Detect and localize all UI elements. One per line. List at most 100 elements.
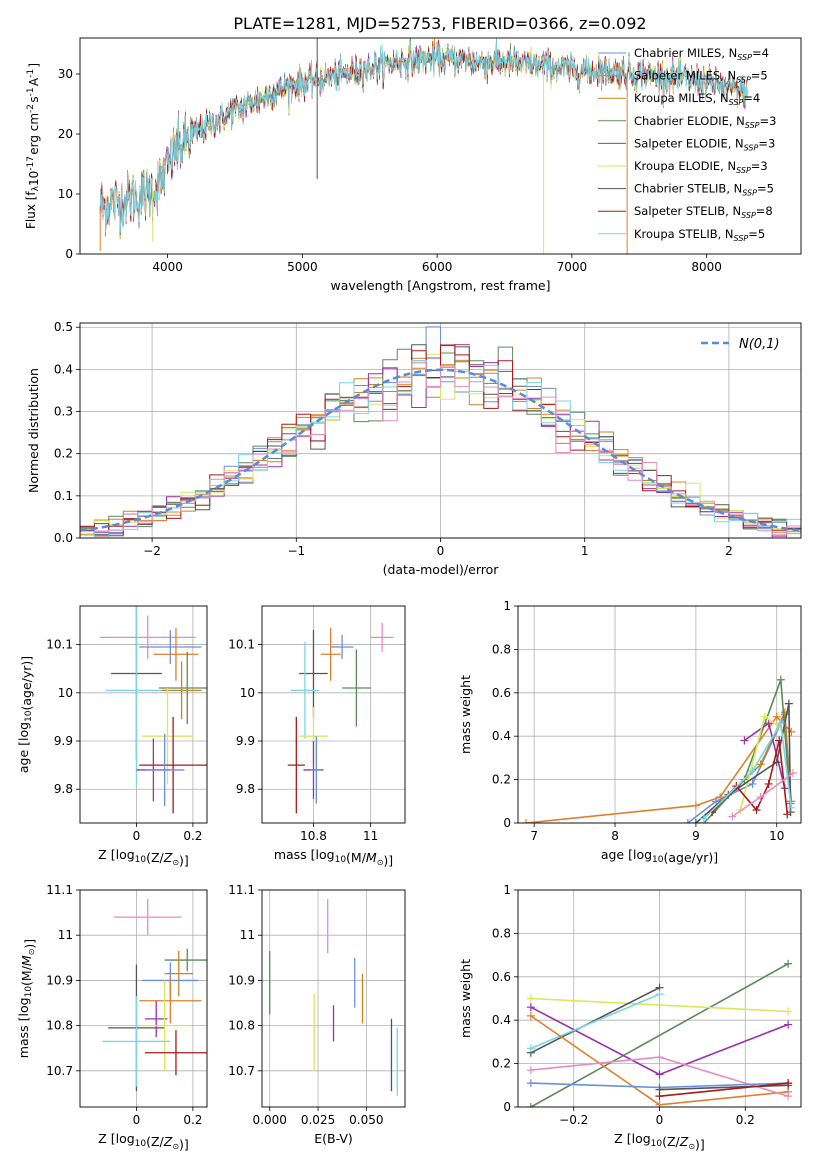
axes-frame (79, 37, 802, 255)
y-tick-label: 0.2 (54, 447, 73, 461)
weight-line (530, 997, 789, 1013)
x-tick-label: −0.2 (559, 1113, 588, 1127)
weight-marker (683, 819, 692, 823)
weight-marker (764, 779, 773, 788)
weight-marker (740, 736, 749, 745)
weight-line (659, 1082, 789, 1097)
y-tick-label: 1 (503, 599, 511, 613)
weight-marker (784, 959, 793, 968)
y-tick-label: 0 (65, 247, 73, 261)
x-tick-label: 0.2 (183, 829, 202, 843)
x-tick-label: 0.2 (183, 1113, 202, 1127)
weight-marker (784, 699, 793, 708)
weight-marker (784, 1020, 793, 1029)
weight-marker (784, 1092, 793, 1101)
x-axis-label: age [log10(age/yr)] (601, 847, 718, 865)
y-tick-label: 0 (503, 816, 511, 830)
weight-marker (526, 1103, 535, 1107)
y-tick-label: 20 (58, 127, 73, 141)
weight-marker (522, 819, 531, 823)
plot-area-mass_vs_ebv (269, 899, 398, 1096)
weight-marker (787, 803, 796, 812)
weight-marker (526, 1079, 535, 1088)
weight-marker (776, 719, 785, 728)
plot-age_vs_mass: 10.8 11 9.8 9.9 10 10.1 mass [log10(M/M⊙)] (228, 605, 406, 868)
x-tick-label: 0.025 (301, 1113, 335, 1127)
x-tick-label: 9 (692, 829, 700, 843)
legend-label: Salpeter MILES, NSSP=5 (634, 69, 768, 85)
axes-frame (517, 889, 802, 1108)
weight-marker (526, 1066, 535, 1075)
weight-marker (775, 736, 784, 745)
figure-title: PLATE=1281, MJD=52753, FIBERID=0366, z=0… (233, 14, 646, 33)
y-tick-label: 0.8 (492, 642, 511, 656)
x-tick-label: 11 (363, 829, 378, 843)
x-axis-label: E(B-V) (314, 1131, 353, 1146)
axes-frame (79, 322, 802, 539)
legend-label: Salpeter STELIB, NSSP=8 (634, 204, 773, 220)
x-tick-label: 10 (769, 829, 784, 843)
x-tick-label: 0.050 (349, 1113, 383, 1127)
weight-marker (788, 769, 797, 778)
x-tick-label: 0 (437, 544, 445, 558)
axes-frame (261, 889, 406, 1108)
weight-line (530, 986, 660, 1054)
x-tick-label: 2 (725, 544, 733, 558)
plot-mass_vs_ebv: 0.000 0.025 0.050 10.7 10.8 10.9 11 11.1 E(B-V) (228, 883, 406, 1146)
y-tick-label: 0.1 (54, 489, 73, 503)
y-tick-label: 0.0 (54, 531, 73, 545)
y-tick-label: 10.9 (228, 973, 255, 987)
y-tick-label: 10.1 (228, 638, 255, 652)
weight-marker (708, 808, 717, 817)
y-tick-label: 10.8 (228, 1019, 255, 1033)
x-tick-label: 0.000 (253, 1113, 287, 1127)
x-tick-label: 0 (656, 1113, 664, 1127)
y-tick-label: 9.9 (54, 734, 73, 748)
y-tick-label: 1 (503, 883, 511, 897)
y-tick-label: 11 (58, 928, 73, 942)
x-tick-label: 4000 (152, 260, 183, 274)
y-axis-label: Flux [fλ10-17 erg cm-2 s-1 A-1 ] (24, 63, 41, 229)
plot-area-age_vs_mass (287, 622, 394, 814)
y-axis-label: Normed distribution (26, 368, 41, 493)
axes-frame (517, 605, 802, 824)
weight-marker (748, 779, 757, 788)
weight-marker (783, 810, 792, 819)
y-tick-label: 0.4 (492, 1013, 511, 1027)
y-tick-label: 0.2 (492, 1057, 511, 1071)
y-tick-label: 0.4 (54, 362, 73, 376)
plot-area-mass_vs_Z (102, 899, 207, 1092)
x-tick-label: 10.8 (300, 829, 327, 843)
plot-spectrum: 4000 5000 6000 7000 8000 0 10 20 30 wavelength [A… (24, 37, 802, 293)
y-tick-label: 9.8 (54, 782, 73, 796)
legend-label: Chabrier ELODIE, NSSP=3 (634, 114, 776, 130)
x-axis-label: Z [log10(Z/Z⊙)] (98, 1131, 189, 1152)
y-tick-label: 0.8 (492, 926, 511, 940)
weight-marker (764, 719, 773, 728)
y-tick-label: 9.8 (236, 782, 255, 796)
axes-frame (79, 889, 208, 1108)
x-tick-label: 7 (530, 829, 538, 843)
x-tick-label: 7000 (557, 260, 588, 274)
x-axis-label: wavelength [Angstrom, rest frame] (330, 278, 550, 293)
spectrum-line (99, 38, 748, 234)
y-axis-label: mass [log10(M/M⊙)] (16, 939, 37, 1058)
weight-marker (784, 1007, 793, 1016)
y-tick-label: 0.2 (492, 773, 511, 787)
x-tick-label: 1 (581, 544, 589, 558)
y-tick-label: 10.7 (228, 1064, 255, 1078)
x-axis-label: mass [log10(M/M⊙)] (274, 847, 393, 868)
plot-area-weight_vs_age (522, 675, 797, 823)
weight-line (703, 720, 793, 820)
x-tick-label: 5000 (287, 260, 318, 274)
y-tick-label: 0.6 (492, 686, 511, 700)
weight-line (530, 963, 789, 1107)
y-tick-label: 10.8 (46, 1019, 73, 1033)
y-tick-label: 0.3 (54, 405, 73, 419)
weight-marker (655, 1053, 664, 1062)
legend: N(0,1) (701, 337, 780, 352)
legend-label: Salpeter ELODIE, NSSP=3 (634, 136, 775, 152)
y-tick-label: 11 (240, 928, 255, 942)
y-tick-label: 0.5 (54, 320, 73, 334)
axes-frame (261, 605, 406, 824)
